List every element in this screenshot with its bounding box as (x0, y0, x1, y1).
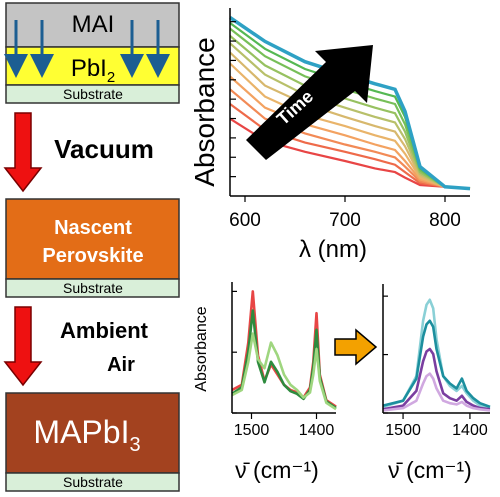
uvvis-x-tick-label: 600 (229, 210, 261, 231)
ftir1-y-ticks (232, 290, 237, 414)
nascent-perovskite-layer (5, 198, 180, 280)
ftir2-x-ticks: 1500 1400 (385, 413, 488, 439)
ftir1-series-group (231, 290, 337, 411)
substrate-layer (5, 472, 180, 492)
ftir-series-line (382, 372, 491, 412)
ftir-series-line (231, 332, 337, 411)
nascent-label-line1: Nascent (54, 217, 132, 239)
uvvis-y-label: Absorbance (189, 37, 220, 186)
substrate-label: Substrate (63, 86, 123, 102)
ftir2-series-group (382, 298, 491, 412)
ambient-air-step: Ambient Air (3, 306, 149, 387)
ftir1-x-label: ν̄ (cm⁻¹) (235, 457, 319, 483)
air-label: Air (107, 354, 135, 376)
uvvis-series-line (229, 16, 471, 191)
substrate-label: Substrate (63, 280, 123, 296)
mai-layer (5, 2, 180, 48)
time-arrow-icon (246, 45, 373, 160)
ftir2-x-label: ν̄ (cm⁻¹) (388, 457, 472, 483)
vacuum-step: Vacuum (3, 112, 154, 193)
ftir-series-line (231, 309, 337, 409)
ftir1-x-ticks: 1500 1400 (234, 413, 335, 439)
pbi2-label: PbI2 (71, 55, 115, 86)
uvvis-x-tick-label: 700 (329, 210, 361, 231)
vacuum-label: Vacuum (54, 134, 154, 164)
ftir-series-line (382, 319, 491, 409)
uvvis-x-label: λ (nm) (299, 236, 367, 263)
ftir1-y-label: Absorbance (193, 306, 210, 391)
substrate-label: Substrate (63, 474, 123, 490)
substrate-layer (5, 84, 180, 104)
initial-film-stack: MAI PbI2 Substrate (4, 2, 180, 104)
ftir-x-tick-label: 1400 (452, 422, 488, 439)
mapbi3-label: MAPbI3 (33, 414, 140, 456)
substrate-layer (5, 278, 180, 298)
ftir-chart-after: 1500 1400 ν̄ (cm⁻¹) (382, 284, 491, 483)
final-film-stack: MAPbI3 Substrate (5, 392, 180, 492)
ftir-x-tick-label: 1500 (234, 422, 270, 439)
uvvis-x-ticks: 600 700 800 (229, 196, 461, 231)
ftir-chart-before: 1500 1400 Absorbance ν̄ (cm⁻¹) (193, 282, 337, 483)
uvvis-y-ticks (230, 21, 236, 178)
uvvis-chart: 600 700 800 Absorbance λ (nm) Time (189, 8, 471, 263)
mai-label: MAI (72, 11, 115, 38)
uvvis-series-group (229, 16, 471, 191)
ftir-x-tick-label: 1400 (299, 422, 335, 439)
ftir2-y-ticks (383, 295, 388, 414)
uvvis-x-tick-label: 800 (429, 210, 461, 231)
down-arrow-icon (3, 306, 43, 387)
nascent-film-stack: Nascent Perovskite Substrate (5, 198, 180, 298)
ftir-x-tick-label: 1500 (385, 422, 421, 439)
ambient-label: Ambient (60, 318, 149, 343)
ftir-series-line (382, 347, 491, 411)
nascent-label-line2: Perovskite (42, 245, 143, 267)
transition-arrow-icon (334, 328, 378, 366)
down-arrow-icon (3, 112, 43, 193)
